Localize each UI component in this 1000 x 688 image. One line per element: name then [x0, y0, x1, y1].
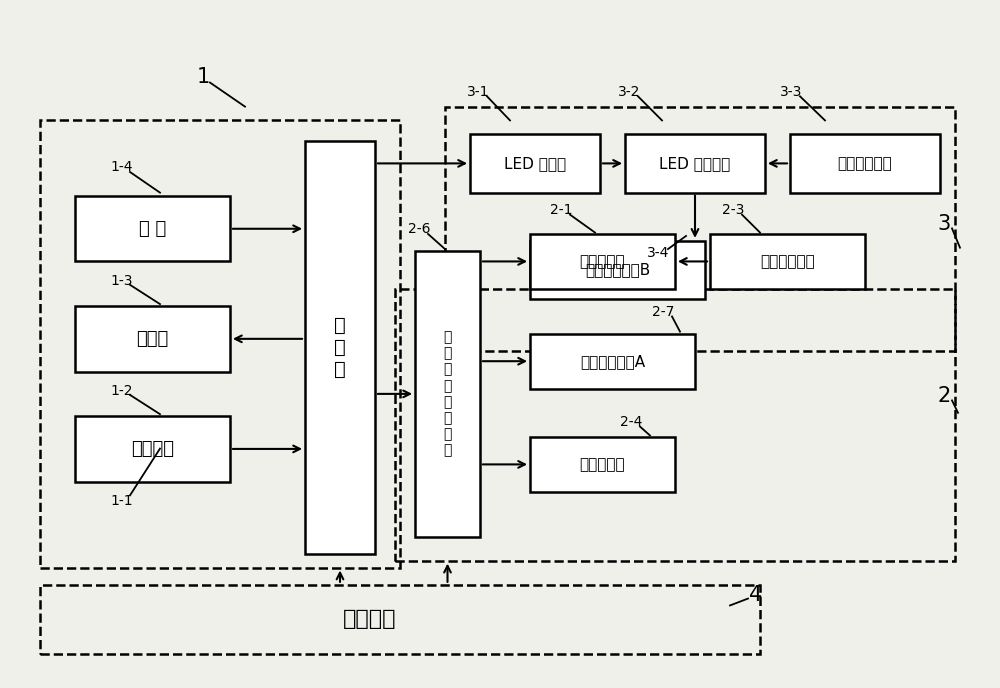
Bar — [710, 234, 865, 289]
Bar — [530, 437, 675, 492]
Bar — [530, 334, 695, 389]
Text: 3: 3 — [937, 213, 951, 234]
Text: 丝杆调节装置: 丝杆调节装置 — [760, 254, 815, 269]
Text: 高度调节装置: 高度调节装置 — [838, 156, 892, 171]
Text: 显示器: 显示器 — [136, 330, 169, 348]
Text: 2-3: 2-3 — [722, 203, 744, 217]
Bar — [75, 196, 230, 261]
Bar — [470, 134, 600, 193]
Text: 键 盘: 键 盘 — [139, 219, 166, 238]
Text: 1: 1 — [196, 67, 210, 87]
Text: 3-3: 3-3 — [780, 85, 802, 99]
Text: 2-6: 2-6 — [408, 222, 430, 236]
Bar — [530, 234, 675, 289]
Text: 2-7: 2-7 — [652, 305, 674, 319]
Text: 电源单元: 电源单元 — [343, 609, 397, 630]
Text: LED 驱动器: LED 驱动器 — [504, 156, 566, 171]
Bar — [415, 251, 480, 537]
Text: 1-3: 1-3 — [111, 274, 133, 288]
Text: 1-4: 1-4 — [111, 160, 133, 174]
Bar — [395, 289, 955, 561]
Bar — [305, 141, 375, 554]
Text: 步
进
电
机
旋
转
装
置: 步 进 电 机 旋 转 装 置 — [443, 330, 452, 458]
Bar — [40, 120, 400, 568]
Text: 3-2: 3-2 — [618, 85, 640, 99]
Text: 单
片
机: 单 片 机 — [334, 316, 346, 379]
Bar — [75, 306, 230, 372]
Text: 2: 2 — [937, 385, 951, 406]
Text: 1-2: 1-2 — [111, 384, 133, 398]
Bar — [445, 107, 955, 351]
Text: 2-4: 2-4 — [620, 415, 642, 429]
Bar — [75, 416, 230, 482]
Text: 实时时钟: 实时时钟 — [131, 440, 174, 458]
Text: 3-1: 3-1 — [467, 85, 489, 99]
Text: 固定磁极板: 固定磁极板 — [580, 457, 625, 472]
Text: 1-1: 1-1 — [111, 494, 133, 508]
Bar — [530, 241, 705, 299]
Bar — [40, 585, 760, 654]
Bar — [625, 134, 765, 193]
Text: 2-1: 2-1 — [550, 203, 572, 217]
Text: 4: 4 — [749, 585, 763, 605]
Text: 3-4: 3-4 — [647, 246, 669, 260]
Text: 移动磁极板: 移动磁极板 — [580, 254, 625, 269]
Bar — [790, 134, 940, 193]
Text: 生物组织容器A: 生物组织容器A — [580, 354, 645, 369]
Text: LED 组合灯具: LED 组合灯具 — [659, 156, 731, 171]
Text: 生物组织容器B: 生物组织容器B — [585, 263, 650, 277]
